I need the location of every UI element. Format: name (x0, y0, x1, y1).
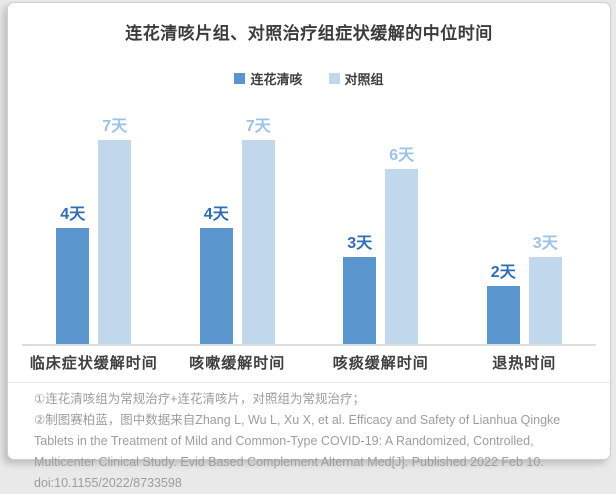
bar-with-label: 4天 (199, 206, 233, 344)
bar-with-label: 3天 (528, 235, 562, 344)
legend-item-lianhua-qingke: 连花清咳 (234, 69, 303, 88)
bar-with-label: 4天 (56, 206, 90, 344)
bar-value-label: 4天 (203, 206, 229, 223)
bar-group: 4天 7天 (22, 118, 166, 344)
bar-with-label: 6天 (385, 147, 419, 344)
bar-control-group (98, 140, 132, 344)
bar-value-label: 7天 (245, 118, 271, 135)
footnote-2: ②制图赛柏蓝，图中数据来自Zhang L, Wu L, Xu X, et al.… (34, 413, 561, 490)
bar-lianhua-qingke (486, 286, 520, 344)
bar-value-label: 6天 (389, 147, 415, 164)
legend-label: 对照组 (344, 72, 384, 87)
bar-control-group (385, 169, 419, 344)
footnote-divider (8, 382, 610, 383)
footnotes: ①连花清咳组为常规治疗+连花清咳片，对照组为常规治疗； ②制图赛柏蓝，图中数据来… (34, 389, 584, 494)
bar-group: 3天 6天 (309, 147, 453, 344)
chart-title: 连花清咳片组、对照治疗组症状缓解的中位时间 (125, 24, 493, 43)
chart-card: 连花清咳片组、对照治疗组症状缓解的中位时间 连花清咳 对照组 4天 7天 4天 7天 3天… (7, 2, 611, 490)
bar-with-label: 7天 (241, 118, 275, 344)
bar-group: 4天 7天 (166, 118, 310, 344)
legend-item-control-group: 对照组 (328, 69, 384, 88)
bar-value-label: 7天 (102, 118, 128, 135)
bar-value-label: 3天 (347, 235, 373, 252)
bar-chart: 4天 7天 4天 7天 3天 6天 2天 3天 (22, 111, 596, 346)
bar-with-label: 3天 (343, 235, 377, 344)
legend-label: 连花清咳 (250, 72, 303, 87)
bar-lianhua-qingke (199, 228, 233, 344)
bar-value-label: 4天 (60, 206, 86, 223)
bar-value-label: 2天 (490, 264, 516, 281)
category-label: 咳嗽缓解时间 (189, 355, 286, 372)
category-label: 退热时间 (492, 355, 557, 372)
bar-group: 2天 3天 (453, 235, 597, 344)
category-label: 咳痰缓解时间 (332, 355, 429, 372)
bar-control-group (528, 257, 562, 344)
legend-swatch-icon (328, 73, 340, 84)
bar-value-label: 3天 (532, 235, 558, 252)
bar-control-group (241, 140, 275, 344)
bar-lianhua-qingke (56, 228, 90, 344)
category-labels: 临床症状缓解时间 咳嗽缓解时间 咳痰缓解时间 退热时间 (22, 344, 596, 373)
bar-groups: 4天 7天 4天 7天 3天 6天 2天 3天 (22, 111, 596, 346)
bar-lianhua-qingke (343, 257, 377, 344)
footnote-1: ①连花清咳组为常规治疗+连花清咳片，对照组为常规治疗； (34, 392, 366, 406)
legend-swatch-icon (234, 73, 246, 84)
bar-with-label: 2天 (486, 264, 520, 344)
bar-with-label: 7天 (98, 118, 132, 344)
category-label: 临床症状缓解时间 (29, 355, 158, 372)
legend: 连花清咳 对照组 (8, 69, 610, 88)
